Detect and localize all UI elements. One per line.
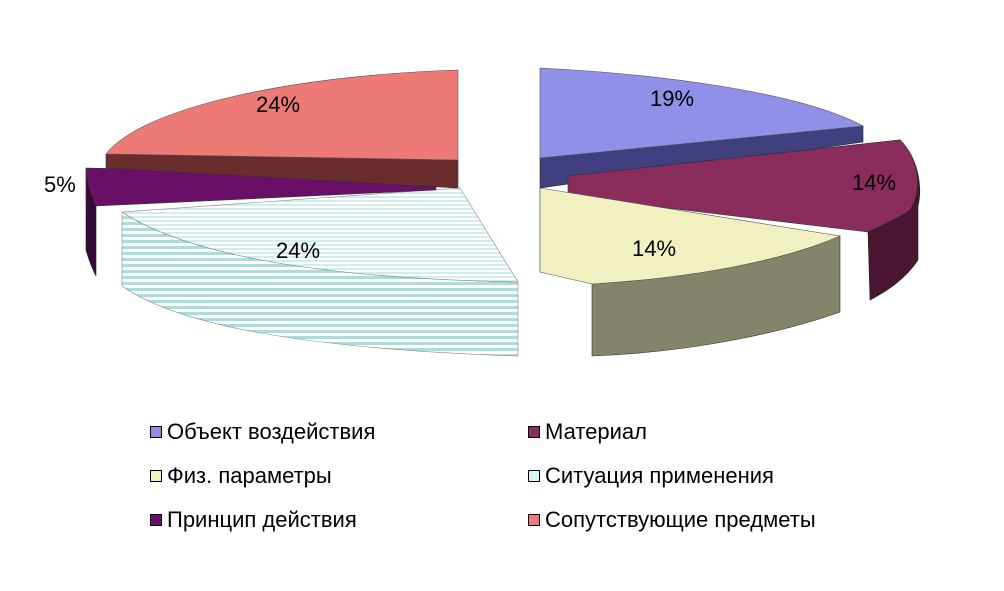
legend-label-soputstvuyushchie: Сопутствующие предметы [545,507,816,532]
legend-item-fiz: Физ. параметры [150,462,528,490]
pct-label-printsip: 5% [44,172,76,197]
legend-swatch-obekt [150,426,162,438]
legend-swatch-fiz [150,470,162,482]
legend-swatch-material [528,426,540,438]
legend-label-situatsiya: Ситуация применения [545,463,774,488]
legend-label-obekt: Объект воздействия [167,419,376,444]
pct-label-situatsiya: 24% [276,238,320,263]
slice-fiz [539,187,842,357]
legend-label-fiz: Физ. параметры [167,463,332,488]
legend-swatch-soputstvuyushchie [528,514,540,526]
legend-label-material: Материал [545,419,647,444]
pct-label-obekt: 19% [650,86,694,111]
slice-material [567,139,920,301]
legend-swatch-situatsiya [528,470,540,482]
slice-soputstvuyushchie [105,69,459,189]
legend-item-printsip: Принцип действия [150,506,528,534]
slice-situatsiya [121,187,519,357]
legend-item-obekt: Объект воздействия [150,418,528,446]
pct-label-soputstvuyushchie: 24% [256,92,300,117]
chart-legend: Объект воздействия Материал Физ. парамет… [150,418,910,534]
legend-item-material: Материал [528,418,908,446]
legend-swatch-printsip [150,514,162,526]
legend-item-situatsiya: Ситуация применения [528,462,908,490]
pct-label-fiz: 14% [632,236,676,261]
pct-label-material: 14% [852,170,896,195]
legend-item-soputstvuyushchie: Сопутствующие предметы [528,506,908,534]
legend-label-printsip: Принцип действия [167,507,357,532]
